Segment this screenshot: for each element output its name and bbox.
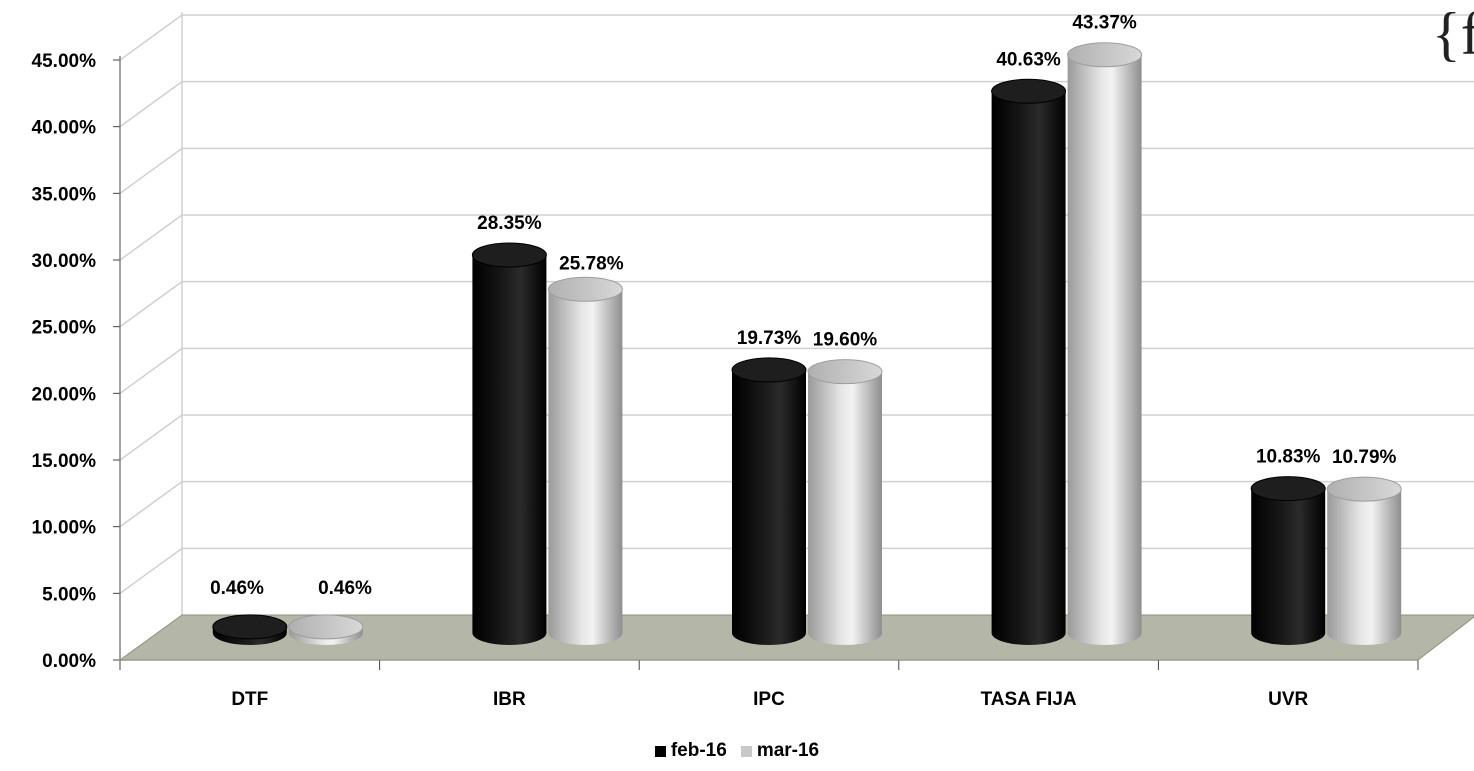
bar-ipc-feb-16 bbox=[731, 357, 807, 645]
bar-body-ipc-feb-16 bbox=[732, 369, 806, 645]
y-tick-label: 0.00% bbox=[42, 651, 96, 672]
y-tick-label: 40.00% bbox=[32, 118, 97, 139]
gridline-diagonal bbox=[119, 414, 183, 461]
bar-top-dtf-feb-16 bbox=[212, 614, 288, 640]
bar-top-uvr-mar-16 bbox=[1326, 476, 1402, 502]
legend-swatch-mar-16 bbox=[740, 745, 752, 757]
bar-top-dtf-mar-16 bbox=[288, 614, 364, 640]
bar-top-ipc-feb-16 bbox=[731, 357, 807, 383]
x-tick-label: IPC bbox=[753, 689, 785, 710]
y-tick-label: 25.00% bbox=[32, 318, 97, 339]
bar-body-ipc-mar-16 bbox=[808, 371, 882, 645]
gridline-diagonal bbox=[119, 347, 183, 394]
gridline-diagonal bbox=[119, 14, 183, 61]
bar-body-tasa-fija-mar-16 bbox=[1067, 54, 1142, 645]
bar-dtf-feb-16 bbox=[212, 614, 288, 645]
y-tick-label: 10.00% bbox=[32, 518, 97, 539]
corner-brace-text: {f bbox=[1432, 4, 1474, 64]
bar-top-uvr-feb-16 bbox=[1250, 476, 1326, 502]
legend: feb-16 mar-16 bbox=[0, 736, 1474, 766]
gridline-diagonal bbox=[119, 147, 183, 194]
gridline-diagonal bbox=[119, 281, 183, 328]
legend-item-mar-16: mar-16 bbox=[740, 740, 820, 762]
bar-dtf-mar-16 bbox=[288, 614, 364, 645]
bar-body-uvr-feb-16 bbox=[1251, 488, 1326, 645]
y-tick-label: 35.00% bbox=[32, 184, 97, 205]
data-label-uvr-mar-16: 10.79% bbox=[1332, 447, 1397, 468]
data-label-ibr-feb-16: 28.35% bbox=[477, 213, 542, 234]
bar-tasa-fija-mar-16 bbox=[1067, 42, 1143, 645]
data-label-tasa-fija-mar-16: 43.37% bbox=[1072, 13, 1137, 34]
bar-ibr-mar-16 bbox=[547, 276, 623, 645]
bar-ipc-mar-16 bbox=[807, 359, 883, 645]
bar-body-tasa-fija-feb-16 bbox=[991, 91, 1066, 646]
x-tick-label: IBR bbox=[493, 689, 526, 710]
bar-top-ibr-feb-16 bbox=[471, 242, 547, 268]
data-labels: 0.46% 0.46% 28.35% 25.78% 19.73% 19.60% 40.63%… bbox=[210, 13, 1396, 599]
y-tick-label: 5.00% bbox=[42, 584, 96, 605]
bar-tasa-fija-feb-16 bbox=[991, 78, 1067, 646]
data-label-ipc-feb-16: 19.73% bbox=[737, 328, 802, 349]
gridline-diagonal bbox=[119, 547, 183, 594]
bar-uvr-feb-16 bbox=[1250, 476, 1326, 645]
gridline-diagonal bbox=[119, 481, 183, 528]
data-label-dtf-feb-16: 0.46% bbox=[210, 578, 264, 599]
legend-swatch-feb-16 bbox=[654, 745, 666, 757]
legend-label-mar-16: mar-16 bbox=[756, 740, 820, 761]
y-tick-label: 30.00% bbox=[32, 251, 97, 272]
y-tick-label: 45.00% bbox=[32, 51, 97, 72]
bar-ibr-feb-16 bbox=[471, 242, 547, 645]
data-label-dtf-mar-16: 0.46% bbox=[318, 578, 372, 599]
x-tick-label: TASA FIJA bbox=[981, 689, 1077, 710]
data-label-tasa-fija-feb-16: 40.63% bbox=[996, 49, 1061, 70]
y-tick-label: 15.00% bbox=[32, 451, 97, 472]
bar-body-ibr-feb-16 bbox=[472, 255, 547, 645]
legend-item-feb-16: feb-16 bbox=[654, 740, 727, 762]
bar-body-uvr-mar-16 bbox=[1327, 489, 1402, 645]
bar-top-ipc-mar-16 bbox=[807, 359, 883, 385]
bar-top-ibr-mar-16 bbox=[547, 276, 623, 302]
bars bbox=[212, 42, 1402, 646]
data-label-uvr-feb-16: 10.83% bbox=[1256, 447, 1321, 468]
bar-top-tasa-fija-mar-16 bbox=[1067, 42, 1143, 68]
data-label-ibr-mar-16: 25.78% bbox=[559, 253, 624, 274]
x-tick-label: UVR bbox=[1268, 689, 1308, 710]
x-tick-label: DTF bbox=[231, 689, 268, 710]
bar-top-tasa-fija-feb-16 bbox=[991, 78, 1067, 104]
data-label-ipc-mar-16: 19.60% bbox=[813, 330, 878, 351]
legend-label-feb-16: feb-16 bbox=[670, 740, 727, 761]
bar-uvr-mar-16 bbox=[1326, 476, 1402, 645]
gridline-diagonal bbox=[119, 81, 183, 128]
bar-body-ibr-mar-16 bbox=[548, 289, 623, 645]
axes: 0.00% 5.00% 10.00% 15.00% 20.00% 25.00% 30.00%… bbox=[32, 51, 1419, 710]
gridline-diagonal bbox=[119, 214, 183, 261]
y-tick-label: 20.00% bbox=[32, 384, 97, 405]
